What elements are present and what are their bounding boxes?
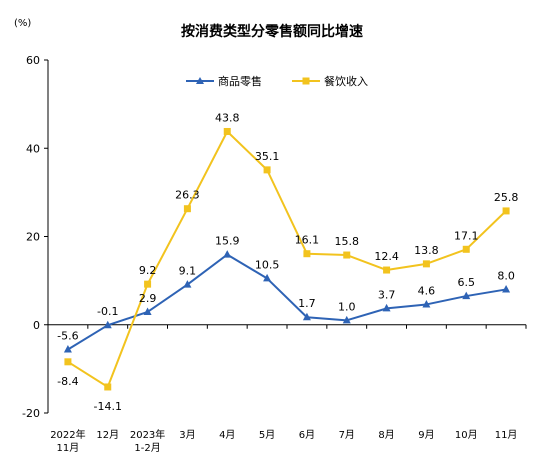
data-label: 10.5 [255,258,280,271]
data-label: 26.3 [175,189,200,202]
data-label: 35.1 [255,150,280,163]
data-point-marker [382,303,391,312]
y-tick-label: 20 [26,231,40,244]
legend-marker-retail [196,77,204,84]
x-tick-label: 11月 [495,429,518,441]
x-tick-label: 1-2月 [134,442,160,454]
data-point-marker [462,291,471,300]
data-label: 43.8 [215,111,240,124]
x-tick-label: 3月 [179,429,195,441]
data-point-marker [462,245,470,253]
data-point-marker [302,312,311,321]
data-point-marker [343,251,351,259]
data-point-marker [63,344,72,353]
data-point-marker [64,358,72,366]
data-label: 1.0 [338,300,356,313]
data-label: 15.8 [335,235,360,248]
y-unit-label: (%) [14,18,31,29]
data-label: -14.1 [94,400,122,413]
data-point-marker [422,260,430,268]
data-point-marker [263,166,271,174]
data-point-marker [303,250,311,258]
data-point-marker [183,280,192,288]
data-label: 3.7 [378,288,396,301]
y-tick-label: 60 [26,54,40,67]
x-tick-label: 10月 [455,429,478,441]
data-label: 13.8 [414,244,439,257]
data-point-marker [383,266,391,274]
y-tick-label: 0 [33,319,40,332]
data-label: 9.2 [139,264,157,277]
y-tick-label: -20 [22,407,40,420]
data-label: -8.4 [57,375,78,388]
legend-label-catering: 餐饮收入 [324,74,368,88]
series-layer [63,127,511,391]
series-line-1 [67,130,507,388]
data-label: 8.0 [497,269,515,282]
data-labels: -5.6 -0.1 2.9 9.1 15.9 10.5 1.7 1.0 3.7 4.6 6.5 8.0… [57,111,518,412]
data-label: 6.5 [458,276,476,289]
x-tick-label: 2023年 [130,428,165,441]
data-label: 17.1 [454,229,479,242]
x-tick-label: 12月 [96,429,119,441]
x-tick-label: 8月 [378,429,394,441]
data-point-marker [223,127,231,135]
data-label: 25.8 [494,191,519,204]
data-label: 2.9 [139,292,157,305]
data-label: 1.7 [298,297,316,310]
data-label: 12.4 [374,250,399,263]
data-point-marker [263,273,272,282]
data-point-marker [143,307,152,315]
x-tick-label: 6月 [299,429,315,441]
series-line-0 [67,253,507,351]
data-point-marker [342,315,351,324]
data-label: 15.9 [215,235,240,248]
data-point-marker [103,320,112,329]
data-label: -0.1 [97,305,118,318]
x-tick-label: 4月 [219,429,235,441]
x-tick-label: 9月 [418,429,434,441]
data-label: 16.1 [295,234,320,247]
data-label: -5.6 [57,329,78,342]
x-tick-label: 7月 [339,429,355,441]
y-tick-label: 40 [26,142,40,155]
x-tick-label: 5月 [259,429,275,441]
legend-label-retail: 商品零售 [218,74,262,88]
data-label: 4.6 [418,284,436,297]
data-point-marker [144,280,152,288]
data-point-marker [502,284,511,293]
data-point-marker [104,383,112,391]
data-label: 9.1 [179,265,197,278]
data-point-marker [422,299,431,308]
x-tick-label: 11月 [57,442,80,454]
data-point-marker [502,207,510,215]
chart-title: 按消费类型分零售额同比增速 [181,23,363,40]
data-point-marker [223,250,232,258]
data-point-marker [183,205,191,213]
x-tick-label: 2022年 [50,428,85,441]
legend-marker-catering [302,77,310,85]
legend: 商品零售 餐饮收入 [186,74,368,88]
